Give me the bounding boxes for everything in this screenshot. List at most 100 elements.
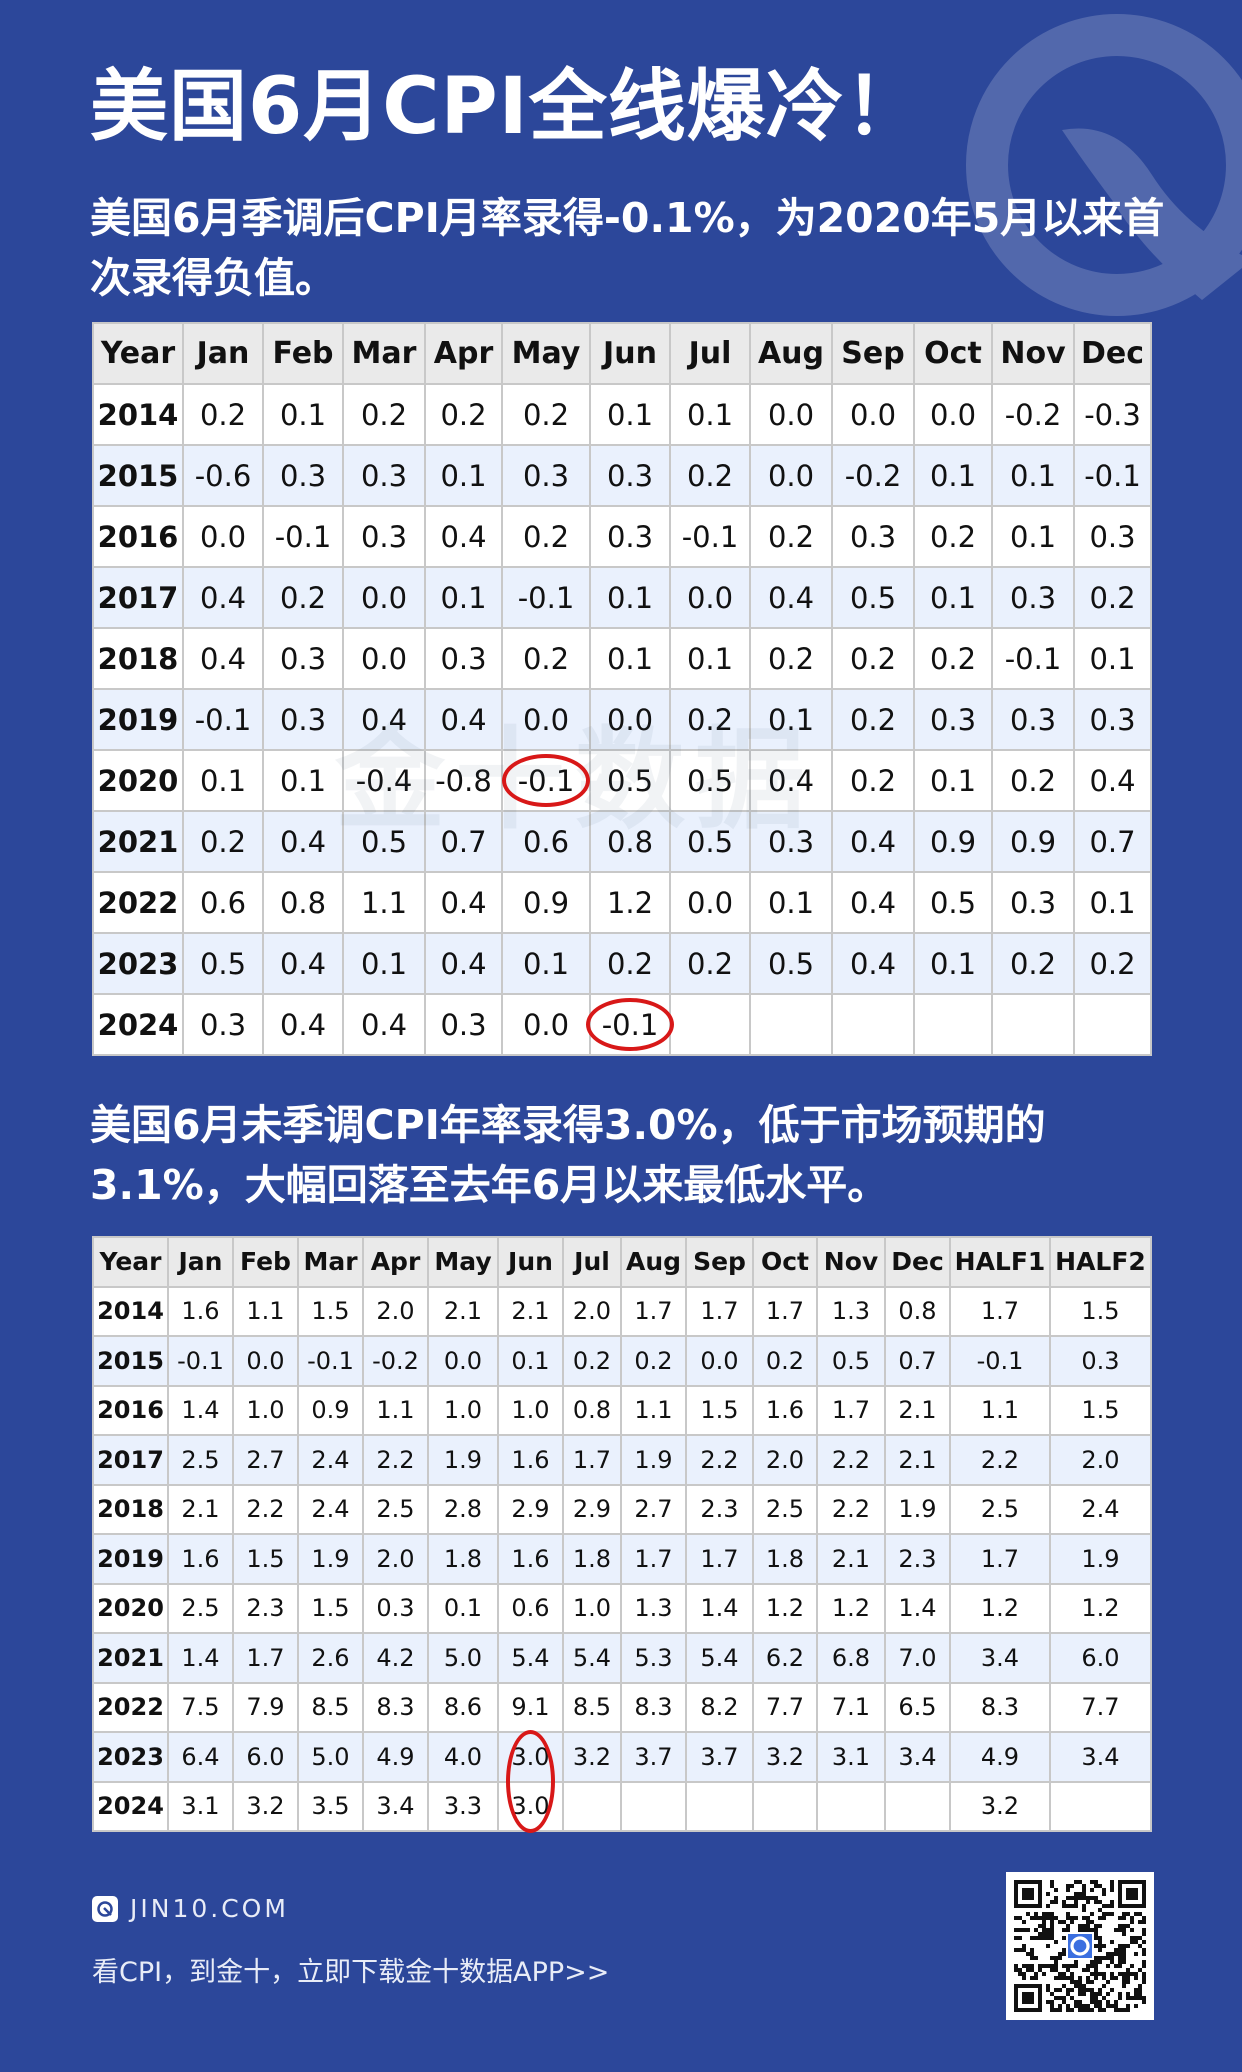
value-cell <box>749 993 833 1056</box>
value-cell: 2.0 <box>752 1434 818 1486</box>
value-cell: 1.0 <box>562 1582 622 1634</box>
value-cell: 2.6 <box>297 1632 364 1684</box>
year-cell: 2019 <box>92 688 184 751</box>
value-cell: 0.2 <box>913 505 993 568</box>
year-cell: 2024 <box>92 1780 169 1832</box>
year-cell: 2015 <box>92 444 184 507</box>
value-cell: 0.3 <box>262 444 344 507</box>
value-cell: 3.4 <box>949 1632 1051 1684</box>
value-cell: 0.4 <box>831 932 915 995</box>
value-cell: 0.5 <box>182 932 264 995</box>
value-cell: -0.1 <box>297 1335 364 1387</box>
value-cell: 0.0 <box>232 1335 299 1387</box>
value-cell: 0.2 <box>669 932 751 995</box>
site-link[interactable]: JIN10.COM <box>92 1894 289 1923</box>
value-cell: 0.0 <box>749 383 833 446</box>
value-cell: 6.0 <box>1049 1632 1152 1684</box>
value-cell: 2.5 <box>949 1483 1051 1535</box>
value-cell: 0.1 <box>497 1335 564 1387</box>
header-cell: Sep <box>685 1236 754 1288</box>
value-cell: 1.6 <box>167 1533 234 1585</box>
value-cell: 0.4 <box>342 688 426 751</box>
header-cell: Oct <box>752 1236 818 1288</box>
value-cell: 1.8 <box>752 1533 818 1585</box>
header-cell: Feb <box>262 322 344 385</box>
header-cell: Jun <box>589 322 671 385</box>
value-cell: 1.0 <box>427 1384 499 1436</box>
value-cell: 0.2 <box>752 1335 818 1387</box>
value-cell: 7.9 <box>232 1681 299 1733</box>
value-cell: 1.6 <box>497 1434 564 1486</box>
value-cell: -0.1 <box>1073 444 1152 507</box>
value-cell: 0.3 <box>589 444 671 507</box>
value-cell: 2.5 <box>752 1483 818 1535</box>
header-cell: Oct <box>913 322 993 385</box>
year-cell: 2019 <box>92 1533 169 1585</box>
value-cell: 1.3 <box>816 1285 886 1337</box>
value-cell: 2.1 <box>427 1285 499 1337</box>
value-cell: -0.1 <box>991 627 1075 690</box>
value-cell: 0.4 <box>182 627 264 690</box>
cpi-yoy-table: Year Jan Feb Mar Apr May Jun Jul Aug Sep Oct Nov Dec… <box>92 1236 1152 1832</box>
jin10-logo-icon <box>92 1895 118 1922</box>
header-cell: Nov <box>991 322 1075 385</box>
value-cell: 0.1 <box>913 444 993 507</box>
value-cell: -0.2 <box>991 383 1075 446</box>
value-cell: 4.9 <box>949 1731 1051 1783</box>
value-cell: 0.0 <box>427 1335 499 1387</box>
value-cell: 1.9 <box>620 1434 687 1486</box>
value-cell: 8.5 <box>297 1681 364 1733</box>
header-cell: HALF1 <box>949 1236 1051 1288</box>
value-cell: 0.0 <box>749 444 833 507</box>
value-cell: 0.2 <box>501 383 591 446</box>
value-cell: 0.0 <box>342 566 426 629</box>
value-cell: 5.3 <box>620 1632 687 1684</box>
value-cell: 1.5 <box>297 1582 364 1634</box>
download-cta[interactable]: 看CPI，到金十，立即下载金十数据APP>> <box>92 1957 610 1988</box>
value-cell: 0.1 <box>589 627 671 690</box>
value-cell: 0.1 <box>424 444 503 507</box>
value-cell: 1.7 <box>816 1384 886 1436</box>
value-cell <box>620 1780 687 1832</box>
value-cell: 0.4 <box>1073 749 1152 812</box>
table-row: 2014 0.2 0.1 0.2 0.2 0.2 0.1 0.1 0.0 0.0 0.0 -0.2 -0… <box>92 383 1152 446</box>
value-cell: 2.5 <box>167 1434 234 1486</box>
value-cell: 3.4 <box>884 1731 951 1783</box>
value-cell: 5.4 <box>497 1632 564 1684</box>
value-cell: 0.7 <box>1073 810 1152 873</box>
value-cell: 0.1 <box>427 1582 499 1634</box>
qr-code[interactable] <box>1006 1872 1154 2020</box>
value-cell: 0.0 <box>913 383 993 446</box>
value-cell: 0.2 <box>1073 566 1152 629</box>
value-cell: 0.1 <box>669 383 751 446</box>
value-cell: 0.3 <box>991 871 1075 934</box>
year-cell: 2014 <box>92 383 184 446</box>
page-title: 美国6月CPI全线爆冷！ <box>90 62 924 152</box>
value-cell: 0.1 <box>501 932 591 995</box>
table-row: 2021 1.4 1.7 2.6 4.2 5.0 5.4 5.4 5.3 5.4 6.2 6.8 7.0… <box>92 1632 1152 1684</box>
table-row: 2016 0.0 -0.1 0.3 0.4 0.2 0.3 -0.1 0.2 0.3 0.2 0.1 0… <box>92 505 1152 568</box>
value-cell <box>831 993 915 1056</box>
value-cell: 1.5 <box>232 1533 299 1585</box>
value-cell: 3.4 <box>1049 1731 1152 1783</box>
value-cell <box>562 1780 622 1832</box>
value-cell: 9.1 <box>497 1681 564 1733</box>
year-cell: 2015 <box>92 1335 169 1387</box>
table-row: 2022 7.5 7.9 8.5 8.3 8.6 9.1 8.5 8.3 8.2 7.7 7.1 6.5… <box>92 1681 1152 1733</box>
table-row: 2021 0.2 0.4 0.5 0.7 0.6 0.8 0.5 0.3 0.4 0.9 0.9 0.7 <box>92 810 1152 873</box>
value-cell: 2.1 <box>816 1533 886 1585</box>
value-cell: 2.7 <box>232 1434 299 1486</box>
value-cell <box>884 1780 951 1832</box>
value-cell: 0.2 <box>424 383 503 446</box>
value-cell: 0.4 <box>182 566 264 629</box>
value-cell: 0.4 <box>262 993 344 1056</box>
value-cell: 0.0 <box>501 993 591 1056</box>
value-cell: 5.0 <box>427 1632 499 1684</box>
value-cell: 0.2 <box>1073 932 1152 995</box>
value-cell: 0.5 <box>342 810 426 873</box>
value-cell: 1.6 <box>167 1285 234 1337</box>
value-cell: 0.0 <box>669 566 751 629</box>
value-cell: 0.1 <box>342 932 426 995</box>
value-cell: 0.2 <box>831 688 915 751</box>
value-cell: 0.8 <box>262 871 344 934</box>
